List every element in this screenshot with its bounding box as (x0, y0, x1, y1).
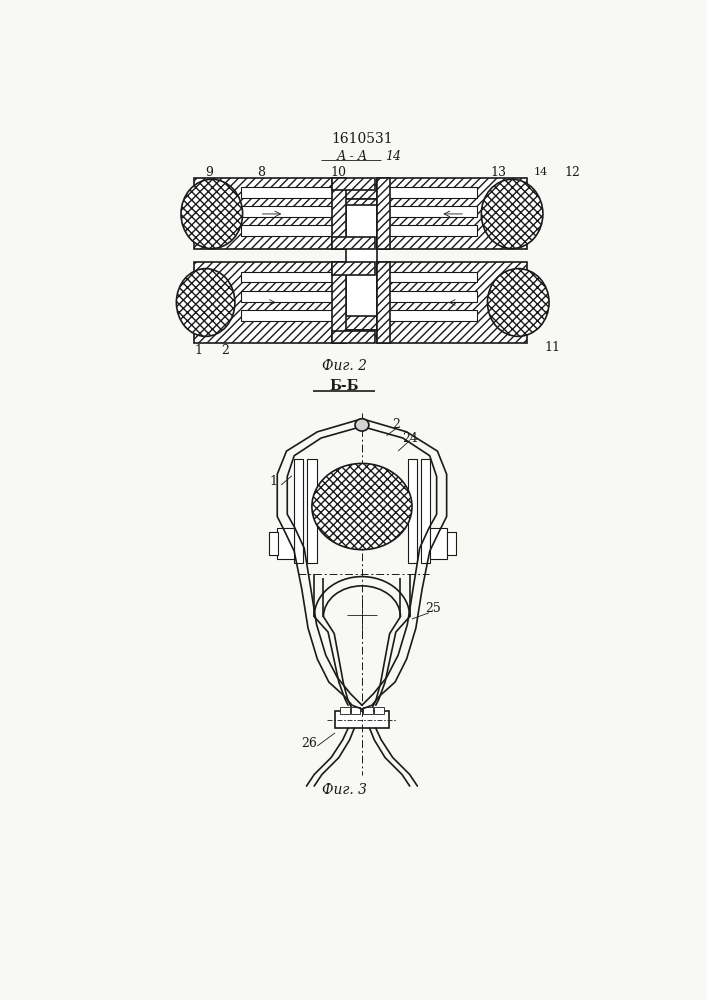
Bar (241, 206, 341, 217)
Bar (241, 272, 341, 282)
Bar (377, 291, 477, 302)
Text: 14: 14 (385, 150, 401, 163)
Ellipse shape (181, 179, 243, 249)
Bar (332, 178, 375, 190)
Bar (269, 532, 278, 555)
Bar (377, 272, 477, 282)
Bar (351, 707, 361, 714)
Bar (377, 178, 527, 249)
Ellipse shape (355, 419, 369, 431)
Bar (241, 187, 341, 198)
Text: 9: 9 (206, 166, 214, 179)
Text: А - А: А - А (337, 150, 368, 163)
Ellipse shape (487, 269, 549, 336)
Ellipse shape (481, 179, 543, 249)
Bar (332, 237, 375, 249)
Bar (308, 459, 317, 563)
Bar (332, 199, 390, 205)
Text: 8: 8 (257, 166, 265, 179)
Text: Фиг. 3: Фиг. 3 (322, 783, 367, 797)
Bar (408, 459, 417, 563)
Text: Б-Б: Б-Б (329, 379, 359, 393)
Text: 1: 1 (194, 344, 202, 358)
Bar (377, 187, 477, 198)
Bar (363, 707, 373, 714)
Bar (294, 459, 303, 563)
Bar (194, 178, 344, 249)
Text: Фиг. 2: Фиг. 2 (322, 359, 367, 373)
Bar (332, 331, 375, 343)
Bar (332, 178, 346, 249)
Bar (377, 225, 477, 236)
Text: 14: 14 (534, 167, 548, 177)
Text: 1610531: 1610531 (331, 132, 393, 146)
Bar (332, 185, 390, 199)
Text: 10: 10 (330, 166, 346, 179)
Bar (447, 532, 456, 555)
Text: 26: 26 (302, 737, 317, 750)
Bar (374, 707, 383, 714)
Text: 2: 2 (221, 344, 229, 358)
Bar (421, 459, 431, 563)
Bar (431, 528, 448, 559)
Bar (332, 262, 375, 275)
Bar (340, 707, 350, 714)
Bar (377, 262, 527, 343)
Bar (241, 310, 341, 321)
Bar (377, 206, 477, 217)
Text: 25: 25 (425, 602, 440, 615)
Ellipse shape (312, 463, 412, 550)
Bar (194, 262, 344, 343)
Bar (377, 310, 477, 321)
Bar (332, 330, 390, 336)
Bar (335, 711, 389, 728)
Text: 11: 11 (544, 341, 560, 354)
Bar (332, 316, 390, 330)
Bar (241, 291, 341, 302)
Text: 12: 12 (564, 166, 580, 179)
Bar (377, 262, 390, 343)
Ellipse shape (176, 269, 235, 336)
Text: 2: 2 (392, 418, 401, 431)
Bar (241, 225, 341, 236)
Bar (332, 262, 346, 343)
Text: 13: 13 (490, 166, 506, 179)
Text: 24: 24 (402, 432, 418, 445)
Text: 1: 1 (269, 475, 277, 488)
Bar (346, 185, 377, 336)
Bar (277, 528, 294, 559)
Bar (377, 178, 390, 249)
